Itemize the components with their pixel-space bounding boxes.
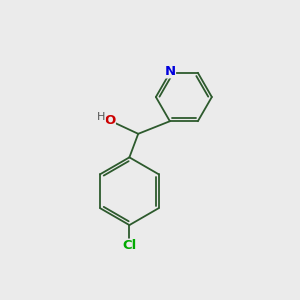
Text: O: O [104, 114, 115, 128]
Text: N: N [164, 65, 175, 78]
Text: H: H [97, 112, 106, 122]
Text: Cl: Cl [122, 239, 136, 252]
